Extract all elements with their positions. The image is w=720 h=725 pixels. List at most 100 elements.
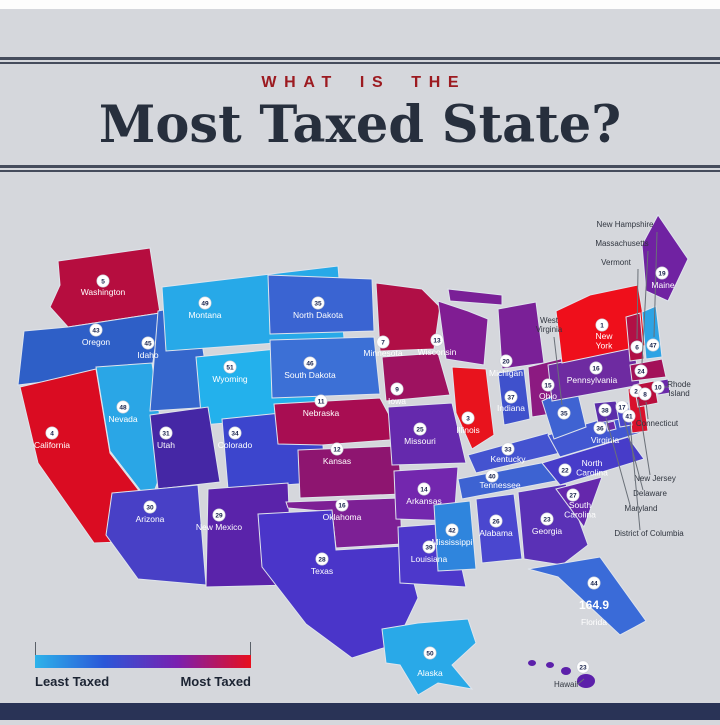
state-rank-AK: 50 [426,650,434,657]
state-rank-badge-NY [595,318,609,332]
state-rank-IL: 3 [466,415,470,422]
state-name-label-FL: Florida [581,617,607,627]
state-rank-SC: 27 [569,492,577,499]
state-rank-FL: 44 [590,580,598,587]
leader-line-MD [605,417,631,506]
state-name-label-IN: Indiana [497,403,525,413]
leader-line-NJ [637,398,651,476]
state-rank-badge-MN [376,335,390,349]
legend-gradient-bar [35,655,251,668]
state-AL [475,493,523,564]
state-rank-WA: 5 [101,278,105,285]
legend-right-tick [250,642,251,655]
state-SC [555,476,603,529]
state-rank-badge-NV [116,400,130,414]
state-rank-DC: 41 [625,413,633,420]
header-bottom-rule [0,165,720,172]
state-rank-badge-AR [417,482,431,496]
state-rank-badge-WA [96,274,110,288]
state-callout-label-WV: West [540,316,559,325]
state-name-label-NC: North [582,458,603,468]
state-rank-badge-AL [489,514,503,528]
state-rank-WV: 35 [560,410,568,417]
state-rank-badge-KS [330,442,344,456]
leader-line-DC [629,422,641,531]
state-rank-OR: 43 [92,327,100,334]
legend-least-label: Least Taxed [35,674,110,689]
state-name-label-CO: Colorado [218,440,253,450]
state-rank-badge-MS [445,523,459,537]
state-rank-NE: 11 [318,398,325,405]
leader-line-VT [636,268,639,340]
state-rank-badge-OR [89,323,103,337]
state-rank-badge-WI [430,333,444,347]
state-name-label-KS: Kansas [323,456,351,466]
state-NE [273,397,403,446]
state-rank-badge-VA [593,421,607,435]
state-name-label-OR: Oregon [82,337,111,347]
state-rank-NV: 48 [119,404,127,411]
state-rank-badge-AZ [143,500,157,514]
state-name-label-CA: California [34,440,70,450]
state-rank-CA: 4 [50,430,54,437]
state-rank-KY: 33 [504,446,512,453]
state-rank-badge-FL [587,576,601,590]
state-rank-DE: 17 [618,404,626,411]
state-name-label-SC: South [569,500,591,510]
state-rank-HI: 23 [579,664,587,671]
state-rank-CT: 8 [643,391,647,398]
state-name-label-SD: South Dakota [284,370,336,380]
state-name-label-OH: Ohio [539,391,557,401]
color-scale-legend: Least Taxed Most Taxed [35,642,251,698]
state-rank-badge-IL [461,411,475,425]
header-kicker: WHAT IS THE [261,74,467,91]
state-name-label-IL: Illinois [456,425,480,435]
state-rank-VA: 36 [596,425,604,432]
state-HI-island [546,662,554,668]
state-name-label-IA: Iowa [388,396,406,406]
state-name-label-ID: Idaho [137,350,159,360]
state-rank-badge-MD [598,403,612,417]
state-rank-CO: 34 [231,430,239,437]
state-callout-label-VT: Vermont [601,258,632,267]
state-rank-MN: 7 [381,339,385,346]
state-name-label-NY: York [596,341,613,351]
state-rank-badge-IN [504,390,518,404]
us-map-svg: 5 Washington 43 Oregon 4 California 48 Nevada 45… [17,214,691,696]
leader-line-WV [553,336,563,406]
state-name-label-PA: Pennsylvania [567,375,618,385]
state-rank-badge-WY [223,360,237,374]
state-rank-MA: 24 [637,368,645,375]
state-rank-badge-MT [198,296,212,310]
state-rank-badge-MA [634,364,648,378]
state-rank-TX: 28 [318,556,326,563]
state-FL [527,556,647,636]
state-rank-UT: 31 [162,430,170,437]
state-rank-ME: 19 [658,270,666,277]
state-rank-badge-MO [413,422,427,436]
state-rank-AL: 26 [492,518,500,525]
state-rank-KS: 12 [333,446,341,453]
state-name-label-AK: Alaska [417,668,443,678]
state-rank-badge-DC [622,409,636,423]
state-callout-label-MD: Maryland [625,504,658,513]
state-rank-badge-SC [566,488,580,502]
state-name-label-WA: Washington [81,287,126,297]
state-name-label-TN: Tennessee [479,480,520,490]
state-callout-label-NJ: New Jersey [634,474,676,483]
legend-left-tick [35,642,36,655]
state-rank-badge-ME [655,266,669,280]
state-callout-label-MA: Massachusetts [595,239,648,248]
state-rank-AR: 14 [420,486,428,493]
state-HI-island [561,667,571,675]
state-rank-badge-WV [557,406,571,420]
state-rank-badge-ND [311,296,325,310]
state-IL [451,366,495,450]
state-callout-label-RI: Rhode [667,380,691,389]
state-callout-label-DC: District of Columbia [614,529,684,538]
state-HI-island [577,674,595,688]
state-name-label-WI: Wisconsin [418,347,457,357]
state-rank-MI: 20 [502,358,510,365]
state-rank-NC: 22 [561,467,569,474]
state-name-label-NV: Nevada [108,414,138,424]
